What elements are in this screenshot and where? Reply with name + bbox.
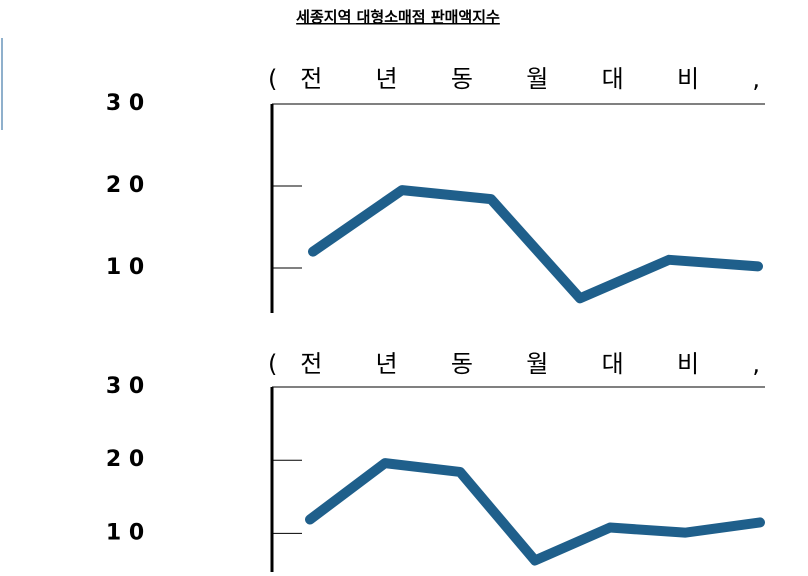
document-title: 세종지역 대형소매점 판매액지수: [296, 8, 500, 26]
y-tick-label: 1 0: [106, 520, 144, 545]
y-tick-label: 2 0: [106, 173, 144, 198]
y-tick-label: 3 0: [106, 374, 144, 399]
y-tick-label: 3 0: [106, 91, 144, 116]
data-line: [305, 458, 765, 566]
y-tick-label: 1 0: [106, 255, 144, 280]
data-line: [308, 185, 763, 304]
y-tick-label: 2 0: [106, 447, 144, 472]
chart-subtitle: (전 년 동 월 대 비 ,: [268, 350, 760, 378]
chart-subtitle: (전 년 동 월 대 비 ,: [268, 65, 760, 93]
